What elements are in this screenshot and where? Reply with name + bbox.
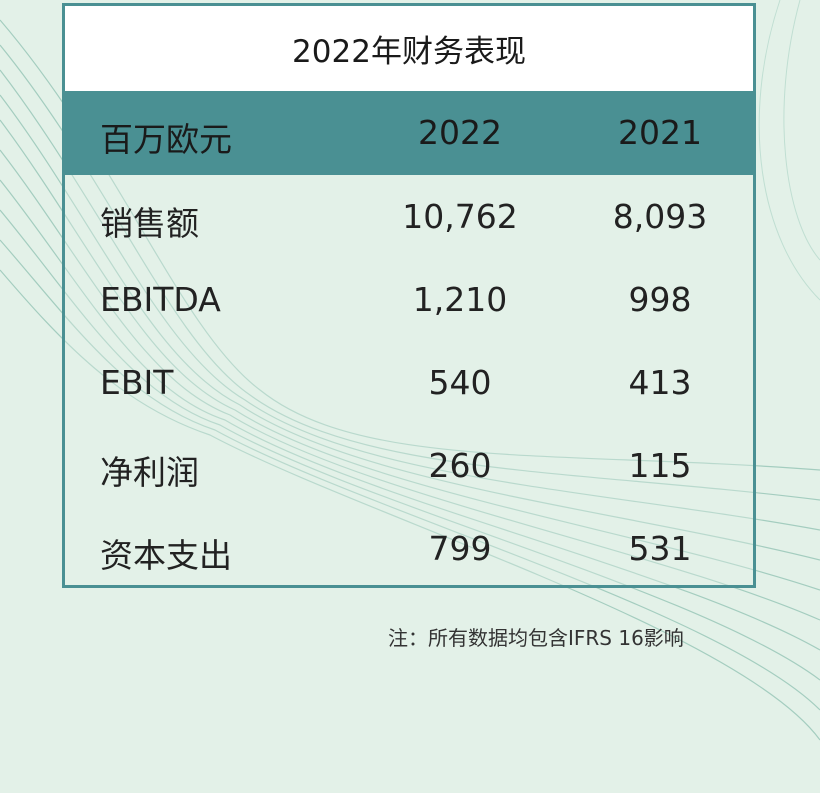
- value-2022: 540: [428, 363, 492, 402]
- row-label: 销售额: [100, 204, 199, 243]
- table-row: 资本支出 799 531: [65, 507, 753, 590]
- value-2021: 8,093: [612, 197, 708, 236]
- table-row: 净利润 260 115: [65, 424, 753, 507]
- table-header-row: 百万欧元 2022 2021: [65, 91, 753, 175]
- value-2021: 531: [628, 529, 692, 568]
- table-row: EBIT 540 413: [65, 341, 753, 424]
- header-year-2021: 2021: [618, 113, 702, 152]
- table-row: 销售额 10,762 8,093: [65, 175, 753, 258]
- value-2022: 260: [428, 446, 492, 485]
- value-2022: 799: [428, 529, 492, 568]
- financial-table: 2022年财务表现 百万欧元 2022 2021 销售额 10,762 8,09…: [62, 3, 756, 588]
- value-2021: 998: [628, 280, 692, 319]
- value-2021: 413: [628, 363, 692, 402]
- table-title: 2022年财务表现: [65, 6, 753, 91]
- value-2022: 10,762: [402, 197, 518, 236]
- header-year-2022: 2022: [418, 113, 502, 152]
- footnote: 注：所有数据均包含IFRS 16影响: [388, 626, 684, 650]
- row-label: 资本支出: [100, 536, 232, 575]
- table-row: EBITDA 1,210 998: [65, 258, 753, 341]
- header-unit: 百万欧元: [100, 120, 232, 159]
- row-label: EBIT: [100, 363, 174, 402]
- value-2021: 115: [628, 446, 692, 485]
- value-2022: 1,210: [412, 280, 508, 319]
- row-label: EBITDA: [100, 280, 221, 319]
- row-label: 净利润: [100, 453, 199, 492]
